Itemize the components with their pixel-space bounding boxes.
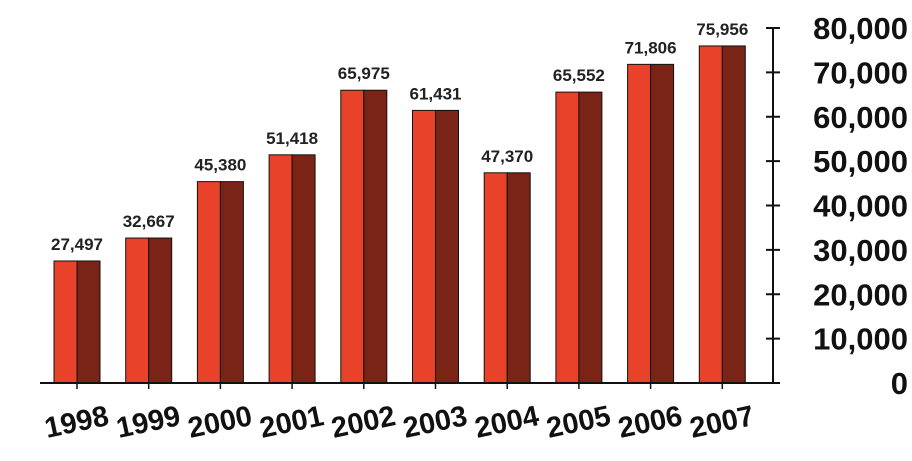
x-tick-label-1999: 1999 [114, 400, 184, 445]
value-label-1999: 32,667 [123, 212, 175, 231]
bar-front-2004 [483, 172, 508, 384]
bar-2004 [483, 172, 531, 384]
x-tick-label-2006: 2006 [615, 400, 685, 445]
bar-side-1998 [76, 260, 101, 384]
bar-2005 [555, 91, 603, 384]
bar-2003 [412, 109, 459, 384]
value-label-2000: 45,380 [194, 156, 246, 175]
bar-side-2007 [721, 45, 746, 384]
y-tick-label-10000: 10,000 [813, 322, 908, 357]
x-tick-label-2007: 2007 [687, 400, 757, 445]
bar-2002 [340, 89, 388, 384]
bar-1998 [53, 260, 101, 384]
bar-2001 [268, 154, 316, 384]
value-label-1998: 27,497 [51, 235, 103, 254]
bar-front-2006 [627, 63, 652, 384]
bar-2006 [627, 63, 675, 384]
bar-side-2002 [363, 89, 388, 384]
bars-group [53, 45, 746, 384]
x-tick-label-2001: 2001 [257, 400, 327, 445]
bar-2000 [196, 181, 244, 384]
x-tick-label-2000: 2000 [185, 400, 255, 445]
value-label-2005: 65,552 [553, 66, 605, 85]
value-label-2004: 47,370 [481, 147, 533, 166]
value-label-2006: 71,806 [625, 38, 677, 57]
y-tick-label-60000: 60,000 [813, 100, 908, 135]
value-label-2007: 75,956 [696, 20, 748, 39]
bar-front-2000 [196, 181, 221, 384]
y-tick-label-40000: 40,000 [813, 189, 908, 224]
value-label-2003: 61,431 [410, 84, 462, 103]
bar-side-2005 [578, 91, 603, 384]
value-labels-group: 27,497 32,667 45,380 51,418 65,975 61,431 47,3… [51, 20, 748, 254]
bar-front-2007 [698, 45, 723, 384]
bar-front-2002 [340, 89, 365, 384]
y-tick-label-20000: 20,000 [813, 277, 908, 312]
bar-side-1999 [148, 237, 173, 384]
bar-side-2004 [506, 172, 531, 384]
bar-front-1999 [125, 237, 150, 384]
value-label-2002: 65,975 [338, 64, 390, 83]
bar-2007 [698, 45, 746, 384]
value-label-2001: 51,418 [266, 129, 318, 148]
bar-front-2001 [268, 154, 293, 384]
y-tick-label-30000: 30,000 [813, 233, 908, 268]
x-axis-tick-labels: 1998 1999 2000 2001 2002 2003 2004 2005 2006 2007 [42, 400, 757, 445]
bar-side-2001 [291, 154, 316, 384]
bar-side-2000 [219, 181, 244, 384]
x-tick-label-2004: 2004 [472, 400, 542, 445]
y-tick-label-50000: 50,000 [813, 144, 908, 179]
bar-1999 [125, 237, 173, 384]
x-tick-label-1998: 1998 [42, 400, 112, 445]
y-axis: 0 10,000 20,000 30,000 40,000 50,000 60,000 70,… [40, 11, 908, 401]
y-tick-label-70000: 70,000 [813, 55, 908, 90]
x-tick-label-2005: 2005 [544, 400, 614, 445]
x-tick-label-2003: 2003 [400, 400, 470, 445]
x-tick-label-2002: 2002 [329, 400, 399, 445]
bar-front-1998 [53, 260, 78, 384]
bar-side-2003 [435, 109, 459, 384]
bar-side-2006 [650, 63, 675, 384]
bar-front-2005 [555, 91, 580, 384]
y-tick-label-80000: 80,000 [813, 11, 908, 46]
bar-front-2003 [412, 109, 436, 384]
y-tick-label-0: 0 [891, 366, 908, 401]
